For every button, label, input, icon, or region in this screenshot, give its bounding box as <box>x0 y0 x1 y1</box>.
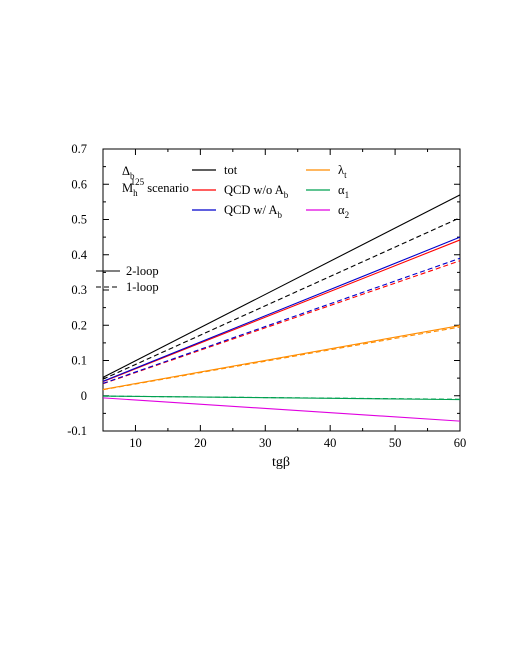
series-line <box>102 194 461 378</box>
legend-label: α1 <box>338 183 349 200</box>
x-tick-label: 10 <box>129 436 142 450</box>
legend-contributions: tot QCD w/o Ab QCD w/ Ab λt α1 α2 <box>192 163 349 220</box>
x-axis-label: tgβ <box>272 455 290 470</box>
y-tick-label: 0.7 <box>71 142 87 156</box>
legend-label: QCD w/ Ab <box>224 203 282 220</box>
y-tick-label: 0.1 <box>71 354 87 368</box>
y-tick-label: 0.4 <box>71 248 87 262</box>
y-tick-label: 0.3 <box>71 283 87 297</box>
legend-loop-order: 2-loop 1-loop <box>96 264 159 294</box>
x-tick-label: 20 <box>194 436 207 450</box>
series-line <box>102 236 461 382</box>
legend-label: 1-loop <box>126 280 159 294</box>
y-tick-label: -0.1 <box>67 424 87 438</box>
legend-label: λt <box>338 163 347 180</box>
annotation-delta-b: Δb <box>122 164 135 181</box>
series-line <box>102 397 461 422</box>
x-tick-label: 60 <box>454 436 467 450</box>
series-lines <box>102 194 461 422</box>
series-line <box>102 260 461 385</box>
series-line <box>102 395 461 400</box>
legend-label: QCD w/o Ab <box>224 183 289 200</box>
series-line <box>102 257 461 384</box>
x-tick-label: 30 <box>259 436 272 450</box>
legend-label: 2-loop <box>126 264 159 278</box>
legend-label: α2 <box>338 203 349 220</box>
series-line <box>102 217 461 380</box>
annotation-scenario: Mh125 scenario <box>122 177 189 198</box>
x-tick-label: 50 <box>389 436 402 450</box>
y-tick-label: 0.6 <box>71 177 87 191</box>
series-line <box>102 239 461 383</box>
axis-ticks: 10 20 30 40 50 60 -0.1 0 0.1 0.2 0.3 0.4 0.5 0.6 0.7 <box>67 142 466 450</box>
y-tick-label: 0.2 <box>71 318 87 332</box>
series-line <box>102 326 461 391</box>
legend-label: tot <box>224 163 238 177</box>
y-tick-label: 0 <box>81 389 87 403</box>
y-tick-label: 0.5 <box>71 213 87 227</box>
series-line <box>102 325 461 390</box>
x-tick-label: 40 <box>324 436 337 450</box>
